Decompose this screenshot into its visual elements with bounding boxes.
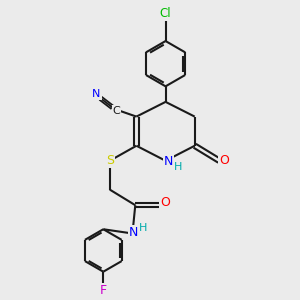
Text: H: H [139, 224, 147, 233]
Text: C: C [113, 106, 121, 116]
Text: N: N [164, 155, 173, 168]
Text: O: O [160, 196, 170, 209]
Text: N: N [129, 226, 139, 238]
Text: S: S [106, 154, 114, 167]
Text: Cl: Cl [160, 7, 171, 20]
Text: H: H [174, 162, 182, 172]
Text: N: N [92, 89, 101, 99]
Text: O: O [220, 154, 230, 167]
Text: F: F [100, 284, 107, 297]
